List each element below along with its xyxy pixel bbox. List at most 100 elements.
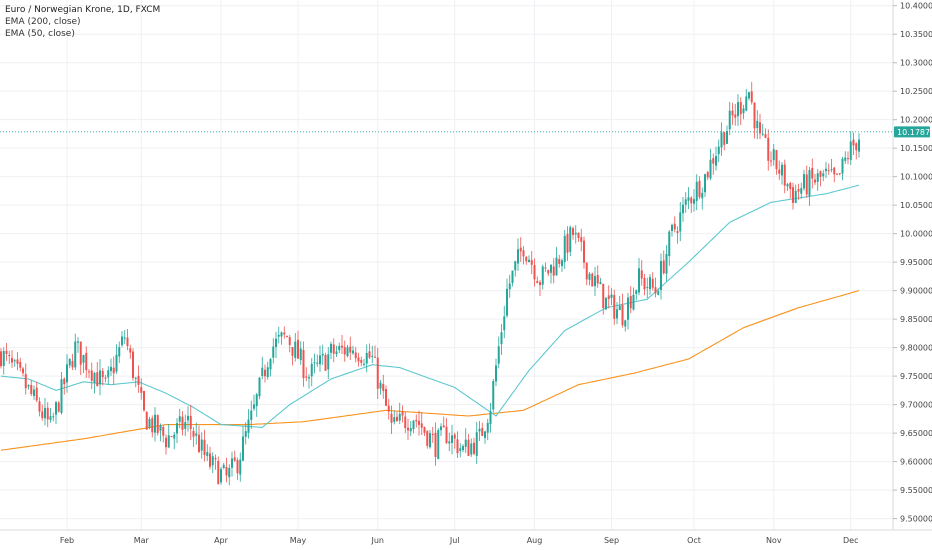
- candle-body: [412, 420, 415, 430]
- candle: [277, 326, 280, 344]
- candle: [481, 422, 484, 437]
- candle: [569, 225, 572, 257]
- candle-body: [302, 350, 305, 379]
- candle-body: [330, 343, 332, 353]
- x-axis[interactable]: Feb Mar Apr May Jun Jul Aug Sep Oct Nov Dec: [60, 536, 859, 545]
- candle: [742, 104, 745, 120]
- candle: [715, 146, 717, 171]
- candle: [297, 330, 299, 359]
- candle-body: [654, 287, 657, 294]
- candle: [695, 174, 698, 211]
- candle: [533, 258, 536, 287]
- candle-body: [420, 423, 423, 428]
- candle-body: [605, 297, 607, 310]
- candle-body: [74, 341, 77, 368]
- candle-body: [437, 430, 440, 459]
- candle: [668, 230, 671, 266]
- candle: [789, 181, 792, 199]
- x-tick-label: Aug: [527, 536, 543, 545]
- candle: [759, 113, 761, 140]
- candle-body: [49, 416, 52, 420]
- candle: [368, 343, 371, 359]
- candle-body: [134, 377, 137, 379]
- candle-body: [800, 188, 803, 194]
- candle-body: [151, 418, 154, 433]
- candle: [283, 326, 286, 339]
- candle: [753, 102, 756, 139]
- candle-body: [379, 382, 382, 389]
- candle: [143, 390, 145, 412]
- candle-body: [687, 197, 690, 201]
- candle: [745, 88, 748, 112]
- candle-body: [19, 361, 22, 368]
- candle: [555, 246, 558, 276]
- candle: [349, 336, 352, 360]
- candle-body: [187, 415, 189, 421]
- candle-body: [737, 102, 739, 117]
- candle-body: [544, 267, 547, 269]
- candle: [629, 286, 632, 314]
- candle-body: [396, 416, 398, 422]
- candle: [684, 192, 687, 213]
- candle-body: [82, 355, 85, 363]
- candle: [750, 81, 753, 105]
- candle: [63, 377, 66, 395]
- candle-body: [126, 337, 129, 347]
- candle: [374, 345, 376, 358]
- candle: [618, 295, 621, 311]
- candle-body: [272, 346, 275, 358]
- candle: [822, 169, 825, 182]
- candle: [547, 269, 550, 277]
- candle-body: [41, 411, 44, 419]
- candle: [385, 385, 387, 407]
- candle-body: [657, 291, 660, 295]
- candle-body: [827, 170, 830, 172]
- candle: [236, 457, 239, 480]
- candle-body: [206, 452, 209, 457]
- candle-body: [214, 458, 217, 460]
- candle-body: [591, 273, 594, 287]
- candle-body: [734, 114, 737, 118]
- candle: [508, 274, 511, 298]
- candle-body: [173, 434, 176, 439]
- candle-body: [242, 436, 244, 461]
- candle-body: [858, 139, 860, 152]
- last-price-tag: 10.17870: [894, 126, 932, 138]
- candle-body: [178, 416, 181, 422]
- y-tick-label: 9.90000: [900, 287, 932, 296]
- grid: [0, 0, 893, 530]
- candle-body: [112, 367, 115, 374]
- candle-body: [327, 354, 330, 370]
- y-tick-label: 9.85000: [900, 315, 932, 324]
- candle-body: [464, 439, 467, 447]
- candle-body: [27, 385, 30, 387]
- candle-body: [35, 387, 38, 401]
- candle-body: [627, 297, 629, 320]
- candle: [805, 165, 808, 198]
- candle: [610, 288, 613, 306]
- candle: [11, 350, 13, 368]
- candle-body: [816, 173, 819, 182]
- candle: [112, 356, 115, 385]
- y-axis[interactable]: 9.50000 9.55000 9.60000 9.65000 9.70000 9.750…: [893, 2, 932, 524]
- candle: [291, 346, 294, 366]
- candle-body: [137, 375, 140, 385]
- candle-body: [811, 168, 814, 179]
- candle-body: [16, 359, 19, 364]
- candle: [737, 94, 739, 127]
- candle: [662, 250, 665, 275]
- candle: [330, 341, 332, 360]
- candle-body: [357, 357, 360, 362]
- candle: [528, 255, 530, 263]
- candle: [775, 149, 778, 175]
- candle: [371, 345, 374, 364]
- candle: [412, 419, 415, 434]
- candle: [448, 432, 451, 452]
- candle-body: [720, 132, 723, 148]
- candle-body: [46, 407, 49, 420]
- candle-body: [682, 204, 684, 214]
- candle: [404, 411, 407, 433]
- candle-body: [621, 304, 624, 326]
- candle: [115, 344, 118, 374]
